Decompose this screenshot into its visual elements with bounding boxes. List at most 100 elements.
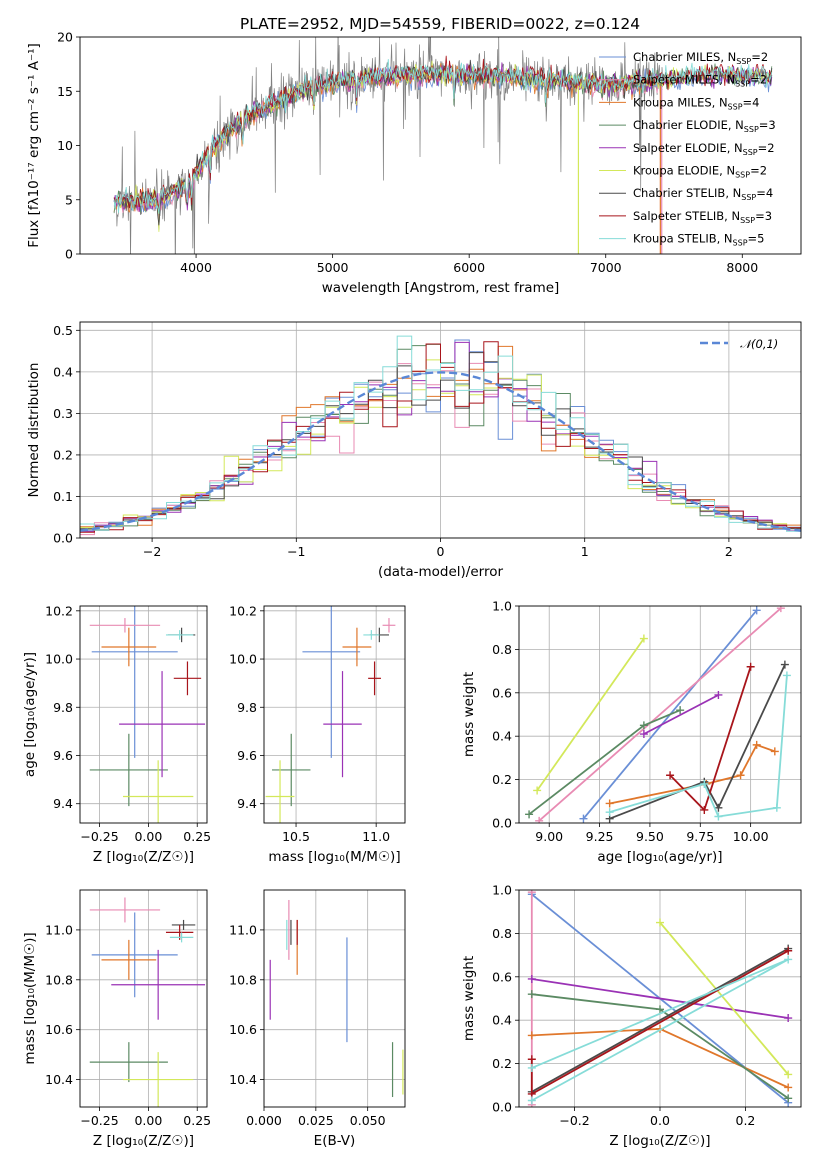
errorbar-point-chabrier-miles xyxy=(302,606,361,758)
y-tick-label: 11.0 xyxy=(45,922,73,937)
x-tick-label: 0.25 xyxy=(183,1113,211,1128)
weight-marker-kroupa-stelib xyxy=(605,808,614,817)
x-axis-label: Z [log₁₀(Z/Z☉)] xyxy=(93,1133,194,1149)
x-tick-label: −0.2 xyxy=(559,1113,589,1128)
x-axis-label: Z [log₁₀(Z/Z☉)] xyxy=(609,1133,710,1149)
errorbar-point-salpeter-miles xyxy=(89,897,161,923)
legend-entry-kroupa-miles: Kroupa MILES, NSSP=4 xyxy=(633,95,759,111)
y-tick-label: 0 xyxy=(65,247,73,262)
observed-spectrum-line xyxy=(113,37,664,254)
panel-mass-vs-Z: −0.25 0.00 0.25 10.4 10.6 10.8 11.0 Z [log₁₀(Z/… xyxy=(22,889,211,1149)
histogram-kroupa-stelib xyxy=(80,335,801,532)
legend-entry-chabrier-stelib: Chabrier STELIB, NSSP=4 xyxy=(633,186,773,202)
weight-line-salpeter-miles xyxy=(538,607,782,822)
plot-area-age-vs-mass xyxy=(264,606,405,823)
weight-marker-kroupa-elodie xyxy=(784,1070,793,1079)
legend-entry-kroupa-stelib: Kroupa STELIB, NSSP=5 xyxy=(633,232,764,248)
weight-marker-salpeter-stelib xyxy=(746,662,755,671)
x-axis-label: wavelength [Angstrom, rest frame] xyxy=(322,280,560,296)
weight-marker-salpeter-elodie xyxy=(714,690,723,699)
y-tick-label: 10.6 xyxy=(45,1022,73,1037)
axes-frame xyxy=(518,889,802,1108)
y-tick-label: 0.3 xyxy=(53,406,73,421)
weight-marker-salpeter-miles xyxy=(535,816,544,823)
weight-marker-kroupa-miles xyxy=(770,747,779,756)
x-tick-label: 9.25 xyxy=(586,829,614,844)
x-axis-label: (data-model)/error xyxy=(378,564,504,580)
errorbar-point-salpeter-miles xyxy=(89,618,161,633)
weight-marker-kroupa-stelib xyxy=(772,803,781,812)
plot-area-age-vs-Z xyxy=(80,606,207,823)
x-tick-label: −0.25 xyxy=(80,829,118,844)
y-tick-label: 0.8 xyxy=(492,926,512,941)
y-axis-label: Flux [fλ10⁻¹⁷ erg cm⁻² s⁻¹ A⁻¹] xyxy=(26,43,42,248)
errorbar-point-chabrier-elodie xyxy=(89,733,168,807)
x-tick-label: 9.00 xyxy=(535,829,563,844)
x-axis-label: Z [log₁₀(Z/Z☉)] xyxy=(93,849,194,865)
panel-mass-vs-ebv: 0.000 0.025 0.050 10.4 10.6 10.8 11.0 E(B-V) xyxy=(229,889,406,1149)
weight-marker-chabrier-elodie xyxy=(639,721,648,730)
plot-area-weight-vs-age xyxy=(519,606,801,823)
x-tick-label: 9.75 xyxy=(686,829,714,844)
errorbar-point-chabrier-miles xyxy=(91,606,178,758)
x-tick-label: −1 xyxy=(287,544,305,559)
panel-weight-vs-Z: −0.2 0.0 0.2 0.0 0.2 0.4 0.6 0.8 1.0 Z [log₁₀(Z/Z… xyxy=(461,883,802,1149)
weight-line-salpeter-elodie xyxy=(531,978,789,1019)
x-tick-label: 10.00 xyxy=(733,829,769,844)
errorbar-point-kroupa-miles xyxy=(101,627,157,667)
model-spectrum-kroupa-miles xyxy=(113,62,663,228)
weight-line-salpeter-elodie xyxy=(643,694,719,735)
y-axis-label: mass [log₁₀(M/M☉)] xyxy=(22,932,38,1064)
y-axis-label: mass weight xyxy=(461,956,477,1041)
axes-frame xyxy=(518,605,802,824)
y-tick-label: 0.8 xyxy=(492,642,512,657)
legend-entry-salpeter-elodie: Salpeter ELODIE, NSSP=2 xyxy=(633,141,775,157)
weight-marker-kroupa-miles xyxy=(784,1083,793,1092)
y-tick-label: 9.8 xyxy=(53,700,73,715)
weight-marker-kroupa-elodie xyxy=(533,786,542,795)
x-tick-label: 9.50 xyxy=(636,829,664,844)
errorbar-point-kroupa-elodie xyxy=(122,1052,194,1107)
plot-area-weight-vs-Z xyxy=(519,890,801,1107)
weight-line-chabrier-stelib xyxy=(609,664,786,820)
weight-marker-salpeter-stelib xyxy=(527,1055,536,1064)
weight-marker-kroupa-miles xyxy=(605,799,614,808)
histogram-kroupa-elodie xyxy=(80,359,801,531)
weight-marker-salpeter-miles xyxy=(527,890,536,897)
axes-frame xyxy=(79,889,208,1108)
errorbar-point-kroupa-elodie xyxy=(265,760,295,823)
y-tick-label: 10 xyxy=(57,138,73,153)
x-tick-label: 4000 xyxy=(180,260,212,275)
x-tick-label: 0.00 xyxy=(134,829,162,844)
x-tick-label: 6000 xyxy=(453,260,485,275)
x-axis-label: age [log₁₀(age/yr)] xyxy=(597,849,722,865)
y-tick-label: 0.5 xyxy=(53,323,73,338)
y-tick-label: 9.4 xyxy=(237,796,257,811)
errorbar-point-kroupa-stelib xyxy=(169,932,194,943)
errorbar-point-salpeter-elodie xyxy=(323,671,362,778)
weight-marker-kroupa-stelib xyxy=(782,671,791,680)
weight-marker-kroupa-elodie xyxy=(639,634,648,643)
weight-marker-chabrier-elodie xyxy=(784,1094,793,1103)
weight-marker-chabrier-stelib xyxy=(780,660,789,669)
y-tick-label: 0.6 xyxy=(492,685,512,700)
model-spectrum-kroupa-stelib xyxy=(113,59,773,214)
errorbar-point-kroupa-miles xyxy=(342,627,372,667)
axes-frame xyxy=(79,605,208,824)
axes-frame xyxy=(263,605,406,824)
y-tick-label: 0.4 xyxy=(492,1013,512,1028)
y-tick-label: 0.2 xyxy=(53,447,73,462)
figure-title: PLATE=2952, MJD=54559, FIBERID=0022, z=0… xyxy=(240,15,640,33)
y-tick-label: 9.8 xyxy=(237,700,257,715)
x-tick-label: 1 xyxy=(581,544,589,559)
weight-marker-chabrier-miles xyxy=(579,814,588,823)
errorbar-point-kroupa-stelib xyxy=(165,630,194,640)
x-tick-label: 0.050 xyxy=(350,1113,386,1128)
plot-area-spectrum xyxy=(113,37,773,254)
y-tick-label: 0.0 xyxy=(53,531,73,546)
y-tick-label: 10.8 xyxy=(45,972,73,987)
weight-line-kroupa-elodie xyxy=(536,637,645,792)
x-axis-label: E(B-V) xyxy=(314,1133,356,1149)
plot-area-residual-hist xyxy=(80,322,801,538)
